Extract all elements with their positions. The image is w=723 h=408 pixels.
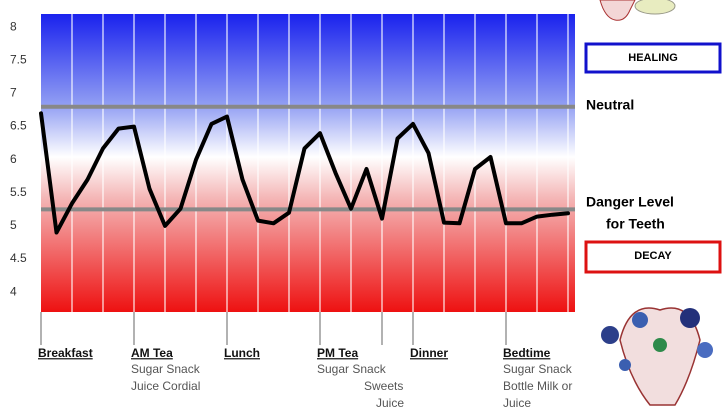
y-tick-label: 7 xyxy=(10,86,17,100)
x-tick-label: Dinner xyxy=(410,346,448,360)
danger-label: Danger Level xyxy=(586,194,674,210)
tooth-top xyxy=(600,0,675,20)
event-note: Juice Cordial xyxy=(131,379,200,393)
y-tick-label: 6 xyxy=(10,152,17,166)
x-tick-label: AM Tea xyxy=(131,346,173,360)
healing-label: HEALING xyxy=(628,52,678,64)
y-tick-label: 5 xyxy=(10,218,17,232)
y-tick-label: 5.5 xyxy=(10,185,27,199)
event-note: Sugar Snack xyxy=(131,362,201,376)
event-note: Bottle Milk or xyxy=(503,379,572,393)
x-tick-label: Lunch xyxy=(224,346,260,360)
event-note: Sugar Snack xyxy=(503,362,573,376)
y-tick-label: 6.5 xyxy=(10,119,27,133)
y-tick-label: 7.5 xyxy=(10,53,27,67)
x-tick-label: Bedtime xyxy=(503,346,551,360)
tooth-decay-illustration xyxy=(601,308,713,405)
event-note: Sweets xyxy=(364,379,403,393)
event-note: Sugar Snack xyxy=(317,362,387,376)
chart: HEALING Neutral Danger Level for Teeth D… xyxy=(0,0,723,408)
x-tick-label: PM Tea xyxy=(317,346,358,360)
y-tick-label: 4 xyxy=(10,284,17,298)
event-note: Juice xyxy=(503,396,531,408)
x-tick-label: Breakfast xyxy=(38,346,93,360)
y-tick-label: 4.5 xyxy=(10,251,27,265)
event-note: Juice xyxy=(376,396,404,408)
plot-background xyxy=(41,14,575,312)
neutral-label: Neutral xyxy=(586,97,634,113)
danger-label: for Teeth xyxy=(606,216,665,232)
y-tick-label: 8 xyxy=(10,19,17,33)
decay-label: DECAY xyxy=(634,250,672,262)
